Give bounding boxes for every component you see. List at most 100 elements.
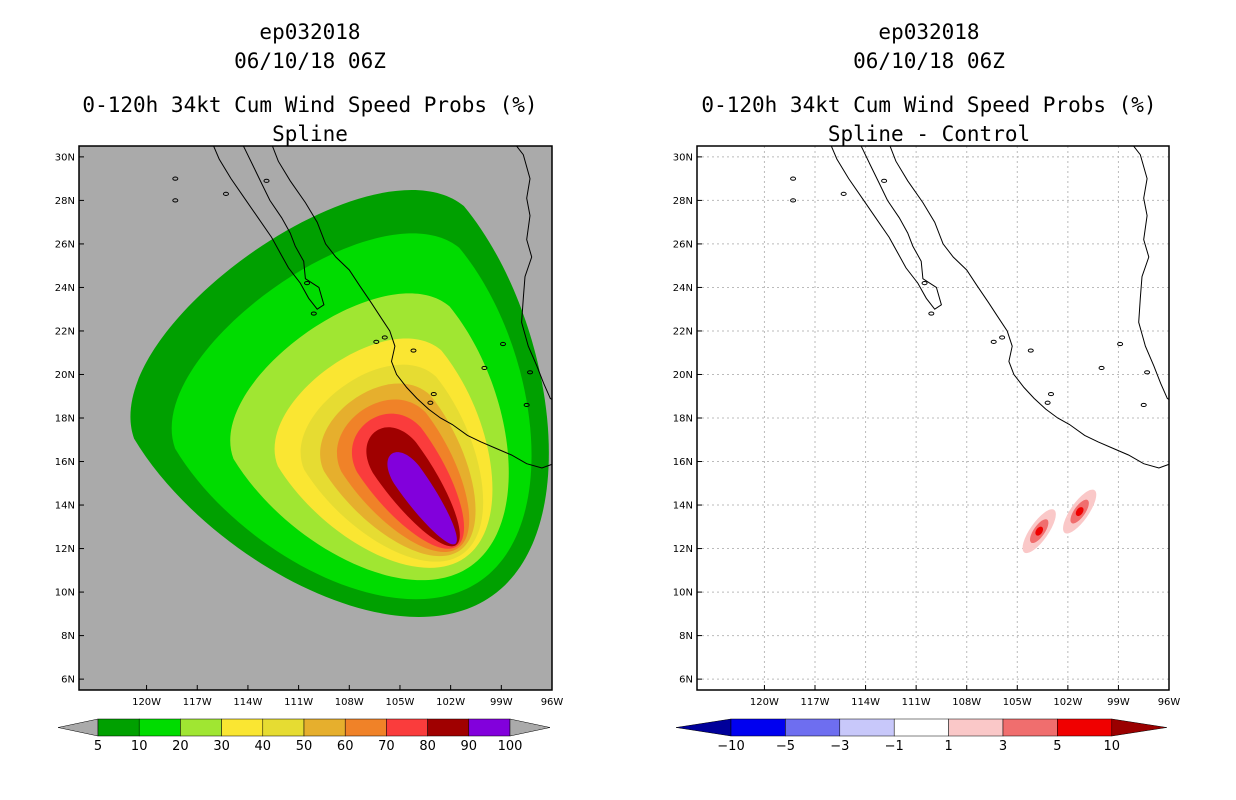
colorbar-label: 5 bbox=[1053, 739, 1061, 754]
y-tick-label: 26N bbox=[673, 239, 693, 250]
y-tick-label: 16N bbox=[55, 457, 75, 468]
x-tick-label: 117W bbox=[801, 697, 830, 708]
colorbar-label: 100 bbox=[498, 739, 523, 754]
island bbox=[1044, 400, 1051, 405]
y-tick-label: 6N bbox=[61, 675, 75, 686]
colorbar-label: 40 bbox=[255, 739, 272, 754]
island bbox=[410, 348, 417, 353]
y-tick-label: 30N bbox=[55, 152, 75, 163]
coastline-pacific bbox=[830, 146, 1169, 469]
y-tick-label: 24N bbox=[673, 283, 693, 294]
y-tick-label: 14N bbox=[673, 501, 693, 512]
x-tick-label: 96W bbox=[1158, 697, 1181, 708]
colorbar-label: 50 bbox=[296, 739, 313, 754]
colorbar-label: 1 bbox=[944, 739, 952, 754]
y-tick-label: 28N bbox=[55, 196, 75, 207]
right-storm-id: ep032018 bbox=[878, 20, 980, 44]
island bbox=[263, 178, 270, 183]
x-tick-label: 99W bbox=[1107, 697, 1130, 708]
island bbox=[1027, 348, 1034, 353]
x-tick-label: 102W bbox=[1053, 697, 1082, 708]
island bbox=[427, 400, 434, 405]
y-tick-label: 24N bbox=[55, 283, 75, 294]
colorbar-cell-70 bbox=[386, 718, 428, 737]
x-tick-label: 108W bbox=[952, 697, 981, 708]
x-tick-label: 111W bbox=[284, 697, 313, 708]
island bbox=[881, 178, 888, 183]
y-tick-label: 8N bbox=[61, 631, 75, 642]
colorbar-label: 10 bbox=[1104, 739, 1121, 754]
anomaly-level-5 bbox=[1075, 507, 1084, 517]
x-tick-label: 114W bbox=[851, 697, 880, 708]
colorbar-label: 10 bbox=[131, 739, 148, 754]
y-tick-label: 22N bbox=[673, 326, 693, 337]
right-datetime: 06/10/18 06Z bbox=[853, 49, 1005, 73]
y-tick-label: 22N bbox=[55, 326, 75, 337]
colorbar-high-arrow bbox=[509, 718, 551, 737]
colorbar-low-arrow bbox=[57, 718, 99, 737]
colorbar-cell-20 bbox=[180, 718, 222, 737]
left-datetime: 06/10/18 06Z bbox=[234, 49, 386, 73]
colorbar-low-arrow bbox=[675, 718, 732, 737]
island bbox=[500, 341, 507, 347]
colorbar-cell-10 bbox=[138, 718, 181, 737]
left-plot-area bbox=[130, 146, 552, 617]
island bbox=[790, 198, 797, 203]
colorbar-cell bbox=[948, 718, 1004, 737]
colorbar-cell bbox=[1002, 718, 1058, 737]
island bbox=[381, 335, 388, 340]
island bbox=[790, 176, 797, 181]
anomaly-1 bbox=[1063, 489, 1097, 534]
x-tick-label: 120W bbox=[132, 697, 161, 708]
right-chart-subtitle: Spline - Control bbox=[827, 122, 1031, 146]
left-chart-title: 0-120h 34kt Cum Wind Speed Probs (%) bbox=[82, 93, 538, 117]
colorbar-label: 5 bbox=[94, 739, 102, 754]
island bbox=[523, 402, 530, 408]
y-tick-label: 20N bbox=[55, 370, 75, 381]
island bbox=[840, 191, 847, 196]
x-tick-label: 105W bbox=[1003, 697, 1032, 708]
colorbar-label: 70 bbox=[378, 739, 395, 754]
y-tick-label: 12N bbox=[673, 544, 693, 555]
colorbar-cell-5 bbox=[97, 718, 140, 737]
colorbar-cell bbox=[839, 718, 895, 737]
colorbar-cell-80 bbox=[427, 718, 470, 737]
island bbox=[310, 311, 317, 316]
island bbox=[921, 280, 928, 286]
anomaly-level-5 bbox=[1035, 526, 1044, 536]
x-tick-label: 105W bbox=[385, 697, 414, 708]
y-tick-label: 8N bbox=[679, 631, 693, 642]
island bbox=[373, 339, 380, 344]
colorbar-cell-60 bbox=[344, 718, 387, 737]
colorbar-label: 3 bbox=[999, 739, 1007, 754]
left-chart-subtitle: Spline bbox=[272, 122, 348, 146]
island bbox=[527, 370, 534, 375]
colorbar-cell-90 bbox=[468, 718, 511, 737]
island bbox=[990, 339, 997, 344]
y-tick-label: 14N bbox=[55, 501, 75, 512]
y-tick-label: 12N bbox=[55, 544, 75, 555]
y-tick-label: 16N bbox=[673, 457, 693, 468]
right-chart-title: 0-120h 34kt Cum Wind Speed Probs (%) bbox=[701, 93, 1157, 117]
colorbar-cell-50 bbox=[303, 718, 346, 737]
island bbox=[1048, 391, 1054, 397]
island bbox=[172, 176, 179, 181]
colorbar-label: −5 bbox=[776, 739, 795, 754]
island bbox=[172, 198, 179, 203]
y-tick-label: 28N bbox=[673, 196, 693, 207]
left-panel-title: ep032018 06/10/18 06Z 0-120h 34kt Cum Wind… bbox=[50, 18, 570, 149]
y-tick-label: 10N bbox=[673, 588, 693, 599]
coastline-gulf bbox=[1132, 146, 1169, 401]
colorbar-cell bbox=[785, 718, 841, 737]
right-panel-title: ep032018 06/10/18 06Z 0-120h 34kt Cum Wind… bbox=[669, 18, 1189, 149]
right-plot-area bbox=[697, 146, 1169, 690]
coastline-pacific bbox=[213, 146, 552, 469]
x-tick-label: 117W bbox=[183, 697, 212, 708]
y-tick-label: 20N bbox=[673, 370, 693, 381]
x-tick-label: 114W bbox=[233, 697, 262, 708]
island bbox=[481, 365, 488, 371]
x-tick-label: 111W bbox=[902, 697, 931, 708]
colorbar-label: −10 bbox=[717, 739, 744, 754]
x-tick-label: 108W bbox=[335, 697, 364, 708]
